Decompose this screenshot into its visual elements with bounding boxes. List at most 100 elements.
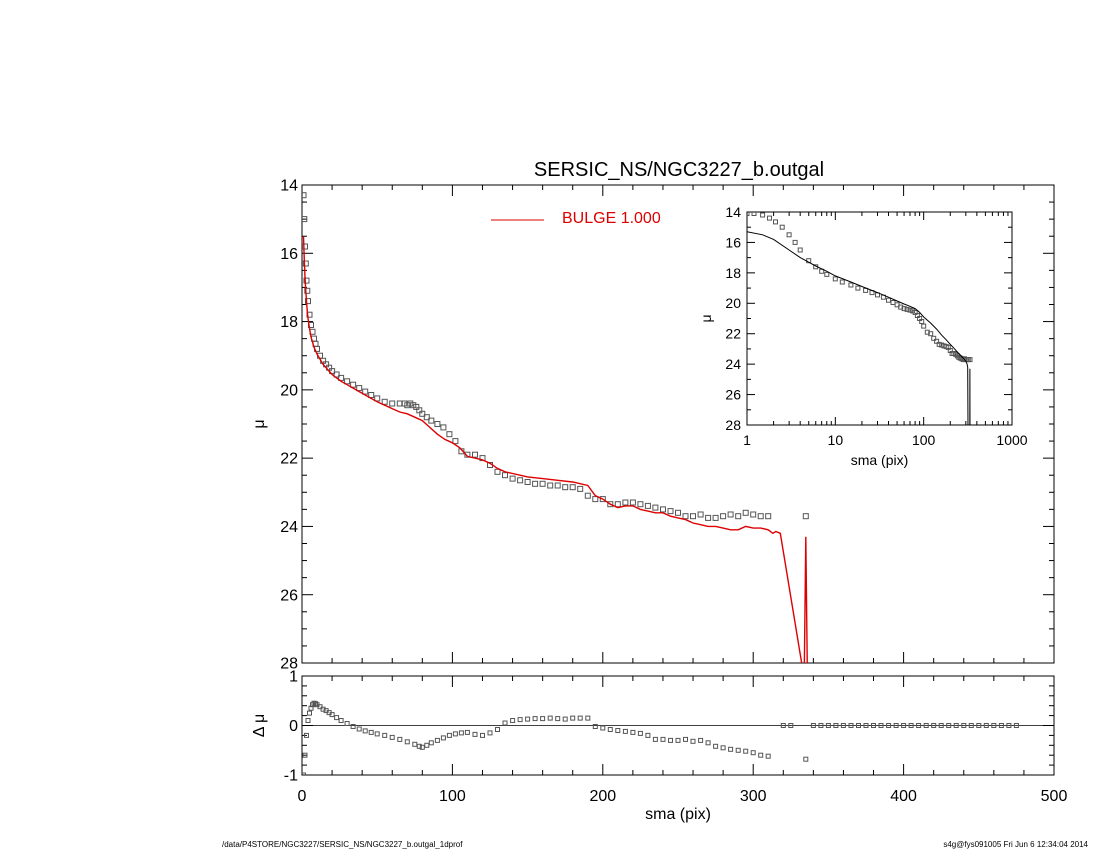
data-point [760, 212, 766, 218]
data-point [660, 736, 666, 742]
data-point [803, 756, 809, 762]
data-point [381, 398, 388, 405]
data-point [660, 506, 666, 513]
x-tick-label: 200 [589, 788, 616, 805]
data-point [374, 395, 381, 402]
y-tick-label: 14 [280, 178, 298, 195]
model-line [302, 236, 808, 663]
data-point [524, 479, 531, 485]
data-point [307, 710, 312, 716]
y-tick-label: 28 [280, 656, 298, 673]
data-point [562, 716, 568, 722]
data-point [934, 338, 940, 344]
data-point [614, 501, 621, 508]
main-profile-panel: 14 16 18 20 22 24 26 28 μ BULGE 1.000 [251, 178, 1055, 673]
data-point [904, 306, 910, 312]
data-point [334, 715, 340, 721]
data-point [302, 260, 309, 267]
data-point [302, 216, 308, 223]
data-point [362, 388, 369, 395]
data-point [416, 743, 422, 749]
data-point [434, 421, 441, 427]
data-point [919, 319, 925, 324]
data-point [792, 239, 798, 245]
plot-area [302, 700, 1019, 775]
y-axis-label: μ [698, 314, 714, 322]
data-point [683, 736, 688, 742]
data-point [510, 718, 516, 723]
footer-file-path: /data/P4STORE/NGC3227/SERSIC_NS/NGC3227_… [222, 840, 463, 849]
data-point [338, 374, 345, 381]
data-point [333, 371, 340, 378]
data-point [320, 706, 326, 712]
data-point [452, 731, 458, 737]
data-point [668, 737, 673, 743]
data-point [305, 298, 311, 305]
y-tick-label: 22 [280, 451, 298, 468]
data-point [562, 484, 569, 491]
inset-log-panel: 1 10 100 1000 14 16 18 20 22 24 26 28 sma (pix) μ [698, 204, 1028, 468]
x-tick-label: 0 [298, 788, 307, 805]
data-point [728, 746, 734, 752]
x-tick-label: 100 [912, 432, 936, 448]
data-point [983, 723, 989, 728]
data-point [705, 514, 712, 521]
data-point [368, 729, 374, 735]
data-point [592, 724, 598, 729]
legend-label: BULGE 1.000 [562, 210, 661, 227]
data-point [856, 723, 861, 728]
series-model [302, 236, 808, 663]
data-point [727, 511, 734, 518]
data-point [532, 480, 539, 487]
data-point [607, 501, 614, 508]
x-tick-label: 100 [439, 788, 466, 805]
data-point [304, 732, 309, 738]
data-point [735, 747, 741, 753]
x-tick-label: 400 [890, 788, 917, 805]
plot-area [302, 192, 809, 663]
data-point [382, 732, 388, 738]
data-point [968, 723, 974, 728]
data-point [412, 741, 418, 747]
x-tick-label: 10 [828, 432, 844, 448]
y-tick-label: 0 [289, 718, 298, 735]
data-point [577, 485, 584, 492]
data-point [824, 271, 830, 277]
data-point [855, 285, 861, 291]
data-point [652, 504, 659, 511]
data-point [329, 712, 335, 718]
data-point [356, 385, 363, 392]
data-point [953, 723, 959, 728]
data-point [428, 417, 435, 424]
data-point [921, 323, 927, 329]
data-point [818, 723, 824, 728]
y-tick-label: 28 [725, 417, 741, 433]
x-tick-label: 300 [740, 788, 767, 805]
plot-frame [301, 184, 1055, 664]
data-point [840, 723, 846, 728]
data-point [539, 480, 546, 487]
data-point [304, 287, 311, 294]
data-point [907, 307, 913, 313]
data-point [698, 737, 704, 743]
data-point [938, 723, 944, 728]
y-tick-label: 24 [725, 356, 741, 372]
data-point [302, 243, 308, 250]
x-tick-label: 1000 [996, 432, 1027, 448]
data-point [802, 513, 809, 520]
data-point [742, 509, 749, 516]
plot-frame [746, 211, 1013, 426]
data-point [848, 282, 854, 288]
data-point [697, 511, 704, 518]
x-axis-label: sma (pix) [645, 806, 711, 823]
data-point [350, 381, 357, 388]
data-point [302, 752, 308, 758]
data-point [946, 723, 952, 728]
data-point [487, 730, 493, 736]
data-point [599, 496, 606, 503]
series-residual [302, 700, 1019, 775]
y-tick-label: 22 [725, 326, 741, 342]
footer-user-timestamp: s4g@fys091005 Fri Jun 6 12:34:04 2014 [943, 840, 1088, 849]
data-point [362, 728, 368, 734]
